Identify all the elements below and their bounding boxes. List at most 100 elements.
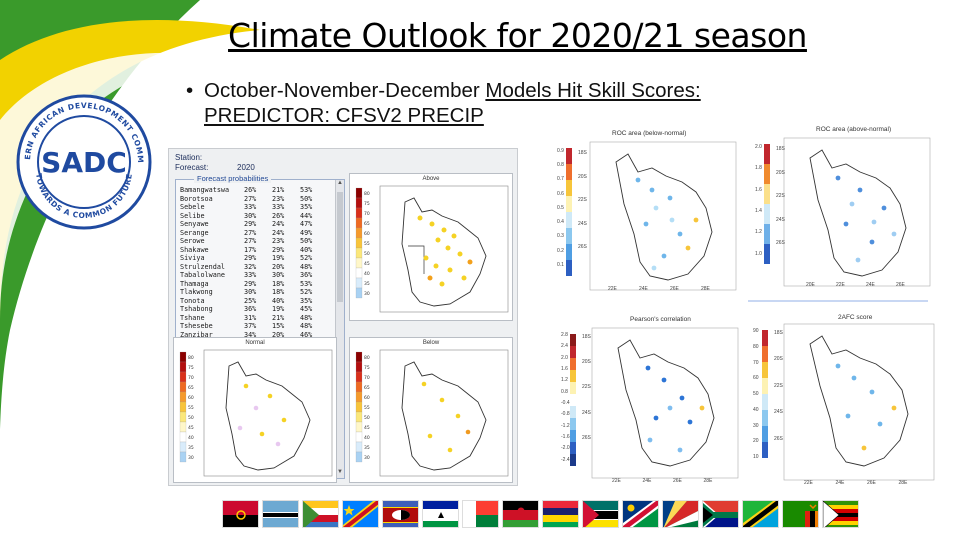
station-name-cell: Siviya: [180, 254, 205, 262]
slide-title: Climate Outlook for 2020/21 season: [228, 16, 807, 55]
flag-mozambique: [582, 500, 619, 528]
scroll-down-icon[interactable]: ▼: [337, 469, 343, 475]
colorbar-tick: 60: [364, 395, 370, 401]
colorbar-tick: 1.6: [561, 366, 568, 372]
probabilities-scrollbar[interactable]: ▲ ▼: [335, 180, 344, 478]
station-name-cell: Bamangwatswa: [180, 186, 230, 194]
probability-cell: 30%: [244, 211, 257, 220]
probability-row[interactable]: Serowe 27% 23% 50%: [180, 237, 330, 246]
probability-cell: 20%: [272, 262, 285, 271]
colorbar-tick: -2.4: [561, 456, 570, 463]
longitude-tick: 26E: [670, 286, 679, 292]
probability-cell: 35%: [300, 296, 313, 305]
longitude-tick: 26E: [896, 282, 905, 288]
flag-zambia: [782, 500, 819, 528]
probability-row[interactable]: Shakawe 17% 29% 40%: [180, 246, 330, 255]
colorbar-tick: 30: [364, 291, 370, 297]
probability-row[interactable]: Strulzendal 32% 20% 48%: [180, 263, 330, 272]
probability-cell: 29%: [244, 279, 257, 288]
probability-row[interactable]: Zanzibar 34% 20% 46%: [180, 331, 330, 340]
longitude-tick: 26E: [867, 480, 876, 486]
colorbar-tick: 60: [753, 375, 759, 382]
latitude-tick: 24S: [578, 220, 587, 227]
probability-cell: 52%: [300, 254, 313, 262]
longitude-tick: 28E: [898, 480, 908, 486]
probability-row[interactable]: Siviya 29% 19% 52%: [180, 254, 330, 263]
probability-cell: 21%: [272, 186, 285, 194]
probability-cell: 50%: [300, 194, 313, 203]
probability-row[interactable]: Thamaga 29% 18% 53%: [180, 280, 330, 289]
probability-row[interactable]: Tonota 25% 40% 35%: [180, 297, 330, 306]
probability-row[interactable]: Selibe 30% 26% 44%: [180, 212, 330, 221]
colorbar-tick: 1.2: [755, 229, 762, 236]
probability-row[interactable]: Tshabong 36% 19% 45%: [180, 305, 330, 314]
probability-cell: 53%: [300, 186, 313, 194]
bullet-text-prefix: October-November-December: [204, 79, 486, 102]
colorbar-tick: 60: [364, 231, 370, 237]
colorbar-tick: 70: [364, 211, 370, 217]
probability-row[interactable]: Tshane 31% 21% 48%: [180, 314, 330, 323]
fig-roc-below-title: ROC area (below-normal): [612, 130, 687, 137]
forecast-label: Forecast:: [175, 163, 209, 172]
station-header: Station: Forecast: 2020: [175, 153, 255, 173]
probability-row[interactable]: Tabalolwane 33% 30% 36%: [180, 271, 330, 280]
probability-cell: 17%: [244, 245, 257, 254]
colorbar-tick: 45: [364, 425, 370, 431]
map-normal-label: Normal: [245, 340, 265, 346]
longitude-tick: 20E: [806, 282, 815, 288]
colorbar-tick: 40: [364, 271, 370, 277]
probability-row[interactable]: Bamangwatswa 26% 21% 53%: [180, 186, 330, 195]
colorbar-tick: 0.4: [557, 219, 564, 226]
station-name-cell: Senyawe: [180, 220, 209, 228]
latitude-tick: 18S: [776, 146, 785, 152]
scroll-thumb[interactable]: [337, 192, 343, 302]
fig-2afc-plot: [762, 323, 935, 481]
probability-row[interactable]: Tlakwong 30% 18% 52%: [180, 288, 330, 297]
colorbar-segment: [355, 247, 363, 259]
station-panel: Station: Forecast: 2020 Forecast probabil…: [168, 148, 518, 486]
probability-cell: 25%: [244, 296, 257, 305]
colorbar-segment: [179, 361, 187, 373]
flag-dr-congo: [342, 500, 379, 528]
probability-row[interactable]: Tshesebe 37% 15% 48%: [180, 322, 330, 331]
colorbar-tick: 65: [364, 385, 370, 391]
flag-namibia: [622, 500, 659, 528]
colorbar-tick: 75: [364, 201, 370, 207]
fig-roc-above: ROC area (above-normal) 2.0 1.8 1.6 1.4 1.2 1…: [754, 124, 934, 292]
flag-zimbabwe: [822, 500, 859, 528]
probability-cell: 15%: [272, 322, 285, 330]
colorbar-tick: 2.4: [561, 343, 568, 350]
flag-mauritius: [542, 500, 579, 528]
forecast-probabilities-list: Bamangwatswa 26% 21% 53% Borotsoa 27% 23% 50% Se…: [180, 186, 330, 339]
colorbar-tick: 50: [188, 415, 194, 421]
bullet-text-line2: PREDICTOR: CFSV2 PRECIP: [204, 104, 484, 127]
colorbar-segment: [355, 421, 363, 433]
colorbar-segment: [355, 237, 363, 249]
colorbar-tick: 40: [188, 435, 194, 441]
probability-row[interactable]: Sebele 33% 33% 35%: [180, 203, 330, 212]
colorbar-tick: 20: [753, 438, 759, 445]
colorbar-segment: [355, 371, 363, 383]
longitude-tick: 24E: [642, 478, 652, 484]
latitude-tick: 18S: [578, 150, 587, 156]
colorbar-tick: 80: [364, 191, 370, 197]
colorbar-segment: [355, 267, 363, 279]
colorbar-tick: 50: [364, 415, 370, 421]
probability-row[interactable]: Borotsoa 27% 23% 50%: [180, 195, 330, 204]
map-above: Above 80 75 70 65 60 55 50 45 40 35 30: [349, 173, 513, 321]
colorbar-tick: 0.7: [557, 176, 564, 183]
probability-row[interactable]: Serange 27% 24% 49%: [180, 229, 330, 238]
longitude-tick: 24E: [866, 282, 875, 288]
probability-row[interactable]: Senyawe 29% 24% 47%: [180, 220, 330, 229]
colorbar-segment: [355, 431, 363, 443]
flag-madagascar: [462, 500, 499, 528]
probability-cell: 24%: [272, 228, 285, 237]
scroll-up-icon[interactable]: ▲: [337, 180, 343, 186]
flag-botswana: [262, 500, 299, 528]
probability-cell: 48%: [300, 262, 313, 271]
probability-cell: 50%: [300, 237, 313, 245]
probability-cell: 29%: [244, 254, 257, 262]
probability-cell: 47%: [300, 220, 313, 228]
probability-cell: 23%: [272, 237, 285, 245]
colorbar-segment: [355, 381, 363, 393]
